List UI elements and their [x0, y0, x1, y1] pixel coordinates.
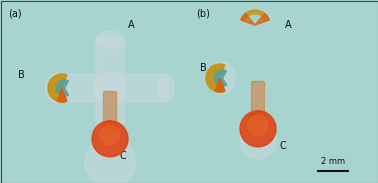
- Circle shape: [240, 111, 276, 147]
- FancyBboxPatch shape: [96, 38, 124, 90]
- FancyBboxPatch shape: [104, 92, 116, 130]
- Wedge shape: [56, 80, 68, 96]
- Circle shape: [100, 125, 120, 145]
- Circle shape: [240, 123, 276, 159]
- Text: (a): (a): [8, 8, 22, 18]
- Text: 2 mm: 2 mm: [321, 157, 345, 166]
- Wedge shape: [255, 14, 269, 25]
- Wedge shape: [246, 15, 264, 25]
- Wedge shape: [215, 78, 225, 92]
- Wedge shape: [214, 70, 226, 86]
- Circle shape: [248, 115, 268, 135]
- Circle shape: [92, 121, 128, 157]
- Text: B: B: [200, 63, 207, 73]
- Wedge shape: [206, 64, 225, 92]
- Wedge shape: [57, 88, 67, 102]
- Wedge shape: [241, 10, 269, 25]
- FancyBboxPatch shape: [52, 74, 100, 102]
- Ellipse shape: [158, 75, 175, 101]
- Wedge shape: [241, 14, 255, 25]
- Wedge shape: [48, 74, 67, 102]
- Text: C: C: [120, 151, 127, 161]
- FancyBboxPatch shape: [96, 86, 124, 152]
- Text: C: C: [280, 141, 287, 151]
- Text: A: A: [128, 20, 135, 30]
- FancyBboxPatch shape: [251, 83, 265, 125]
- Ellipse shape: [97, 31, 123, 48]
- Ellipse shape: [45, 75, 62, 101]
- FancyBboxPatch shape: [120, 74, 168, 102]
- Text: B: B: [18, 70, 25, 80]
- Circle shape: [94, 73, 125, 103]
- FancyBboxPatch shape: [251, 81, 265, 119]
- Circle shape: [85, 137, 135, 183]
- Ellipse shape: [209, 62, 235, 94]
- Text: A: A: [285, 20, 291, 30]
- Text: (b): (b): [196, 8, 210, 18]
